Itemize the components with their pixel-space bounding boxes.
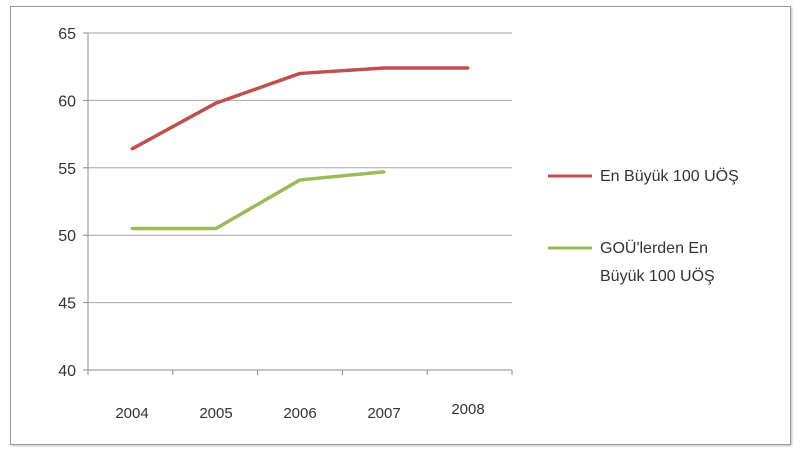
chart-frame: [10, 6, 791, 445]
y-tick-labels: 40 45 50 55 60 65: [58, 26, 76, 380]
y-tick-label: 40: [58, 363, 76, 380]
legend-label-series-2-line-1: GOÜ'lerden En: [600, 239, 708, 257]
x-tick-label: 2008: [451, 401, 484, 418]
data-point: [130, 147, 134, 151]
data-point: [298, 178, 302, 182]
series-line-1: [131, 66, 468, 151]
legend-label-series-1: En Büyük 100 UÖŞ: [600, 167, 739, 185]
data-point: [298, 71, 302, 75]
gridlines: [83, 32, 513, 375]
y-tick-label: 50: [58, 228, 76, 245]
data-point: [382, 170, 386, 174]
x-tick-label: 2006: [283, 405, 316, 422]
legend-label-series-2-line-2: Büyük 100 UÖŞ: [600, 267, 715, 285]
y-tick-label: 65: [58, 26, 76, 43]
series-line-2: [132, 170, 385, 231]
axes: [87, 33, 512, 371]
data-point: [382, 66, 386, 70]
y-tick-label: 60: [58, 93, 76, 110]
x-tick-label: 2007: [367, 405, 400, 422]
y-tick-label: 45: [58, 296, 76, 313]
series-lines: [130, 66, 470, 231]
data-point: [466, 66, 470, 70]
legend: En Büyük 100 UÖŞ GOÜ'lerden En Büyük 100…: [548, 167, 739, 285]
x-tick-labels: 2004 2005 2006 2007 2008: [115, 401, 484, 422]
y-tick-label: 55: [58, 161, 76, 178]
x-tick-label: 2005: [199, 405, 232, 422]
data-point: [214, 101, 218, 105]
data-point: [130, 226, 134, 230]
x-tick-label: 2004: [115, 405, 148, 422]
legend-label-series-2: GOÜ'lerden En Büyük 100 UÖŞ: [600, 239, 715, 285]
data-point: [214, 226, 218, 230]
